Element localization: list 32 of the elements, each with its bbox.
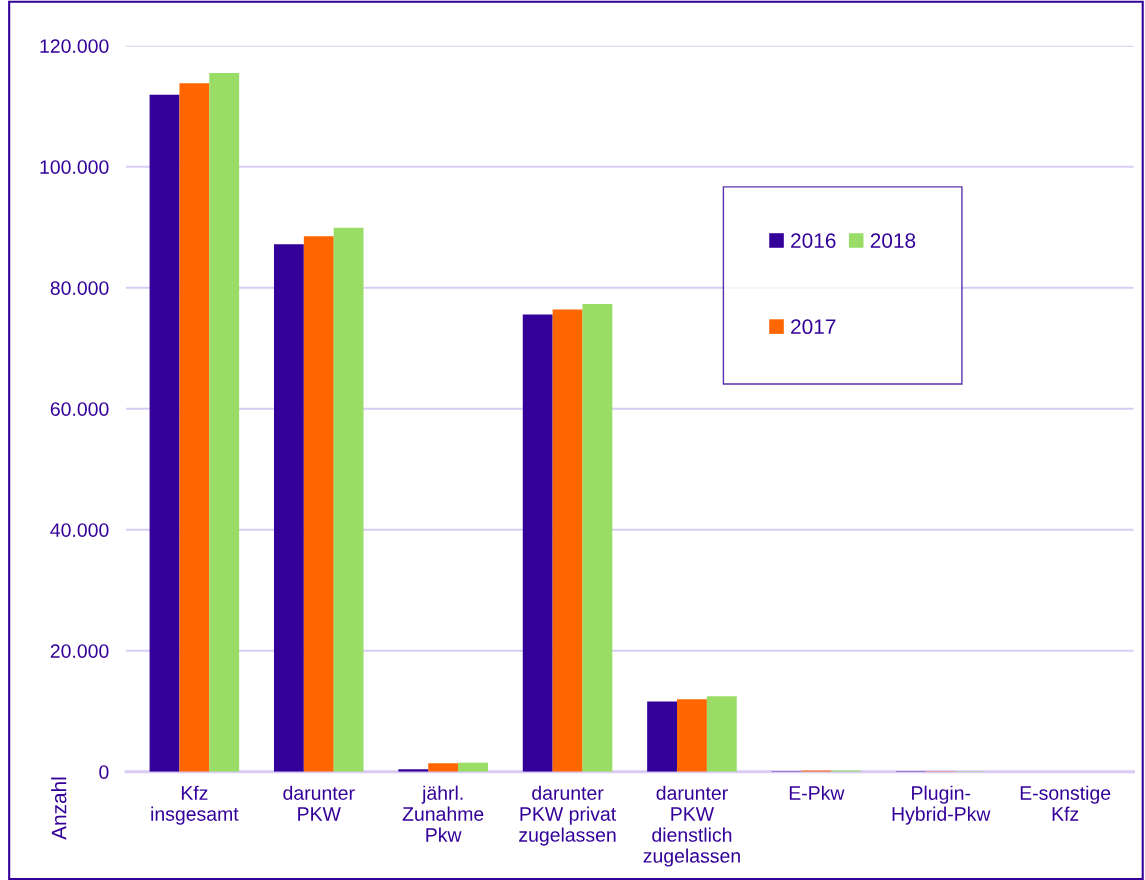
bar — [428, 763, 459, 772]
bar — [677, 699, 707, 772]
bar — [303, 236, 334, 772]
x-tick-label: darunter PKW — [283, 785, 355, 821]
bar — [209, 72, 240, 772]
bar — [582, 304, 613, 772]
bar — [522, 314, 553, 772]
x-tick-label: Plugin- Hybrid-Pkw — [892, 785, 991, 825]
y-tick-label: 20.000 — [50, 644, 109, 658]
y-axis-title: Anzahl — [51, 777, 67, 840]
y-tick-label: 0 — [99, 765, 109, 779]
bar — [552, 309, 583, 772]
y-tick-label: 60.000 — [50, 402, 109, 416]
bar — [273, 244, 304, 772]
y-tick-label: 80.000 — [50, 281, 109, 295]
bar — [706, 696, 737, 772]
y-tick-label: 100.000 — [40, 160, 109, 174]
y-tick-label: 40.000 — [50, 523, 109, 537]
bar — [179, 83, 210, 772]
legend-label: 2017 — [791, 319, 836, 335]
bar — [333, 227, 364, 772]
legend-label: 2016 — [791, 233, 836, 248]
bar — [647, 701, 678, 772]
bar — [149, 94, 180, 772]
legend-label: 2018 — [870, 233, 916, 248]
x-tick-label: E-Pkw — [789, 785, 845, 800]
y-tick-label: 120.000 — [40, 39, 109, 53]
x-tick-label: Kfz insgesamt — [151, 785, 239, 825]
x-tick-label: darunter PKW privat zugelassen — [519, 785, 617, 846]
x-tick-label: jährl. Zunahme Pkw — [402, 785, 484, 842]
x-tick-label: E-sonstige Kfz — [1020, 785, 1111, 821]
x-tick-label: darunter PKW dienstlich zugelassen — [643, 785, 740, 867]
